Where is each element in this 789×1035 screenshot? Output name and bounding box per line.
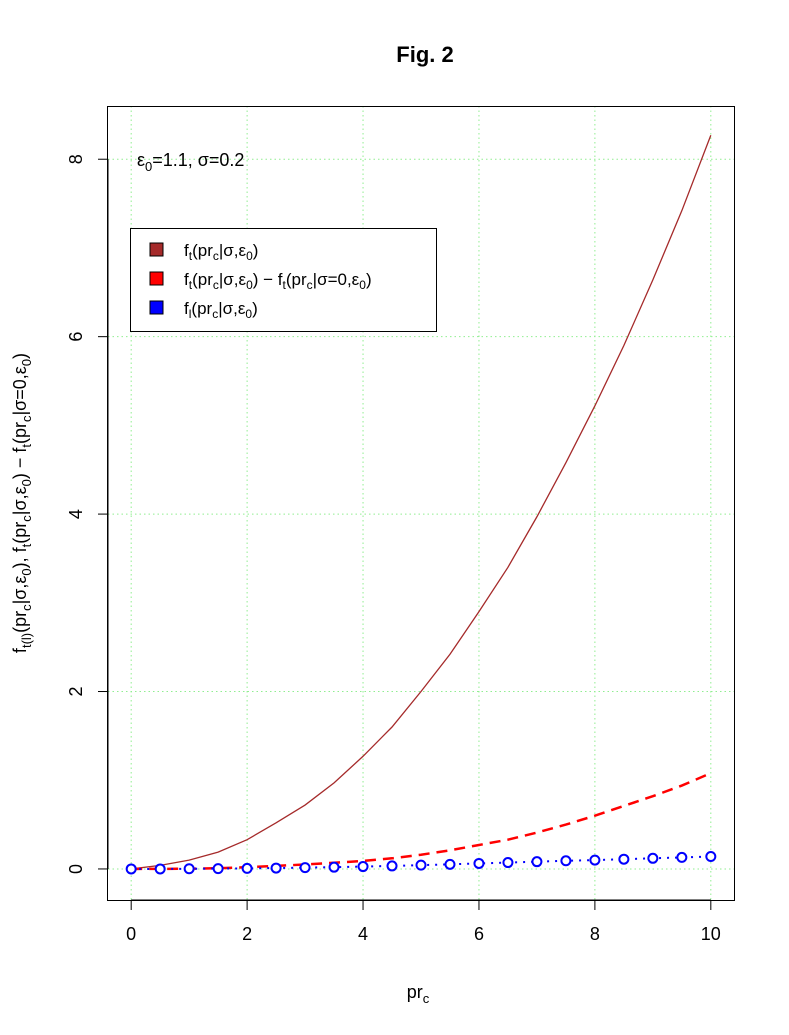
legend-label-total: ft(prc|σ,ε0) — [184, 241, 258, 263]
legend-swatch-longitudinal — [149, 300, 164, 315]
series-2-point-12 — [473, 857, 485, 869]
series-2-point-8 — [357, 861, 369, 873]
x-tick-label-3: 6 — [474, 924, 484, 944]
series-layer — [125, 135, 717, 875]
legend-swatch-total — [149, 242, 164, 257]
series-2-point-5 — [270, 862, 282, 874]
x-tick-label-5: 10 — [701, 924, 721, 944]
series-2-point-4 — [241, 862, 253, 874]
series-2-point-3 — [212, 863, 224, 875]
series-2-point-6 — [299, 862, 311, 874]
series-2-point-14 — [531, 856, 543, 868]
x-tick-label-2: 4 — [358, 924, 368, 944]
legend-label-difference: ft(prc|σ,ε0) − ft(prc|σ=0,ε0) — [184, 270, 372, 292]
x-axis: 0 2 4 6 8 10 — [126, 899, 721, 944]
y-axis-label: ft(l)(prc|σ,ε0), ft(prc|σ,ε0) − ft(prc|σ… — [10, 353, 34, 653]
x-axis-label: prc — [407, 982, 430, 1006]
x-tick-label-0: 0 — [126, 924, 136, 944]
y-tick-label-3: 6 — [66, 332, 86, 342]
series-2-point-10 — [415, 859, 427, 871]
series-2-point-7 — [328, 861, 340, 873]
series-line-0 — [131, 135, 712, 870]
series-2-point-2 — [183, 863, 195, 875]
series-2-point-20 — [705, 851, 717, 863]
grid — [108, 106, 734, 900]
legend-label-longitudinal: fl(prc|σ,ε0) — [184, 299, 258, 321]
series-2-point-9 — [386, 860, 398, 872]
x-tick-label-1: 2 — [242, 924, 252, 944]
series-2-point-0 — [125, 863, 137, 875]
series-2-point-1 — [154, 863, 166, 875]
series-2-point-15 — [560, 855, 572, 867]
legend: ft(prc|σ,ε0) ft(prc|σ,ε0) − ft(prc|σ=0,ε… — [130, 228, 437, 332]
series-2-point-16 — [589, 854, 601, 866]
chart-title: Fig. 2 — [396, 42, 453, 67]
y-tick-label-1: 2 — [66, 687, 86, 697]
series-2-point-18 — [647, 852, 659, 864]
y-axis: 0 2 4 6 8 — [66, 154, 109, 874]
series-2-point-11 — [444, 858, 456, 870]
series-2-point-19 — [676, 851, 688, 863]
parameter-annotation: ε0=1.1, σ=0.2 — [137, 150, 244, 174]
y-tick-label-2: 4 — [66, 509, 86, 519]
series-2-point-17 — [618, 853, 630, 865]
legend-swatch-difference — [149, 271, 164, 286]
plot-frame — [107, 106, 735, 901]
series-2-point-13 — [502, 857, 514, 869]
y-tick-label-4: 8 — [66, 154, 86, 164]
x-tick-label-4: 8 — [590, 924, 600, 944]
legend-box — [130, 228, 437, 332]
y-tick-label-0: 0 — [66, 864, 86, 874]
